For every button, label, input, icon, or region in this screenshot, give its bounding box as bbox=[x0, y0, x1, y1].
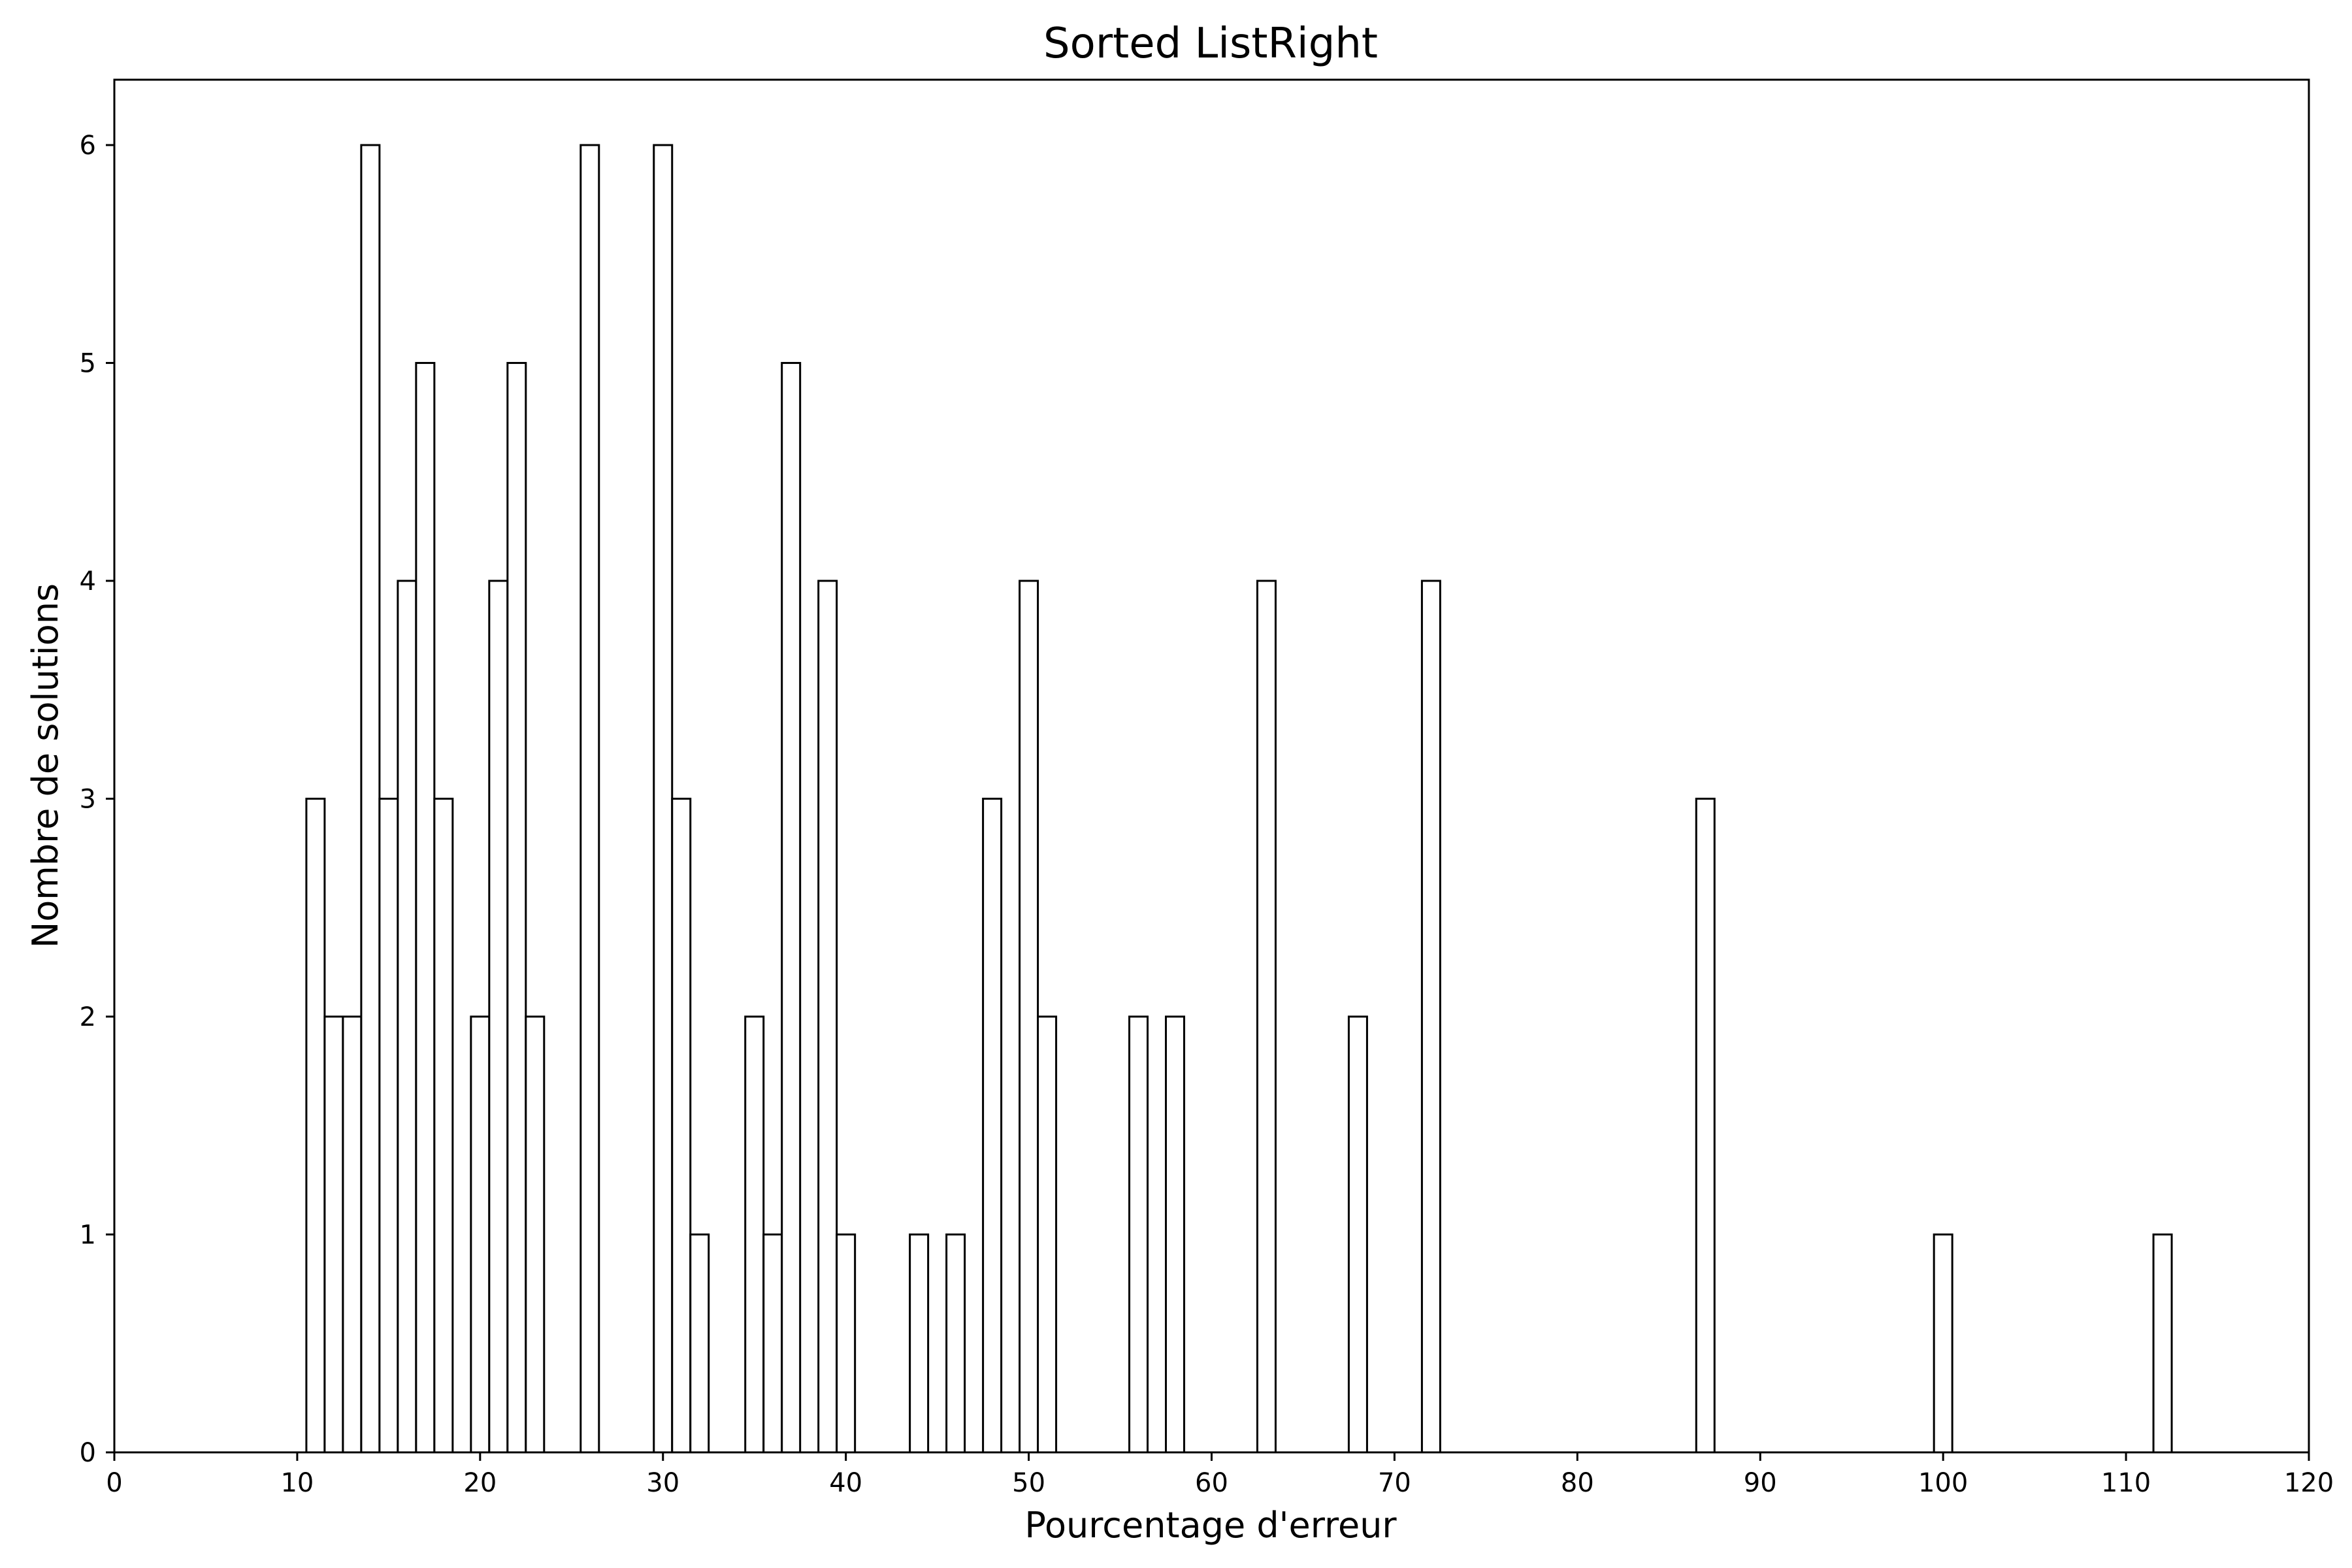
histogram-bar bbox=[397, 580, 417, 1454]
histogram-bar bbox=[470, 1015, 491, 1454]
histogram-bar bbox=[653, 144, 674, 1454]
histogram-bar bbox=[671, 798, 692, 1454]
histogram-bar bbox=[817, 580, 838, 1454]
x-tick-label: 20 bbox=[463, 1468, 497, 1498]
x-tick-label: 120 bbox=[2284, 1468, 2334, 1498]
chart-title: Sorted ListRight bbox=[1043, 20, 1378, 68]
histogram-bar bbox=[1128, 1015, 1149, 1454]
histogram-bar bbox=[488, 580, 509, 1454]
histogram-bar bbox=[342, 1015, 363, 1454]
histogram-bar bbox=[305, 798, 326, 1454]
histogram-bar bbox=[909, 1233, 930, 1454]
histogram-bar bbox=[1019, 580, 1039, 1454]
histogram-bar bbox=[415, 362, 436, 1454]
histogram-bar bbox=[525, 1015, 546, 1454]
histogram-bar bbox=[781, 362, 802, 1454]
histogram-bar bbox=[1256, 580, 1277, 1454]
y-tick-label: 1 bbox=[80, 1220, 96, 1250]
x-tick-label: 80 bbox=[1561, 1468, 1594, 1498]
histogram-bar bbox=[580, 144, 600, 1454]
y-tick-label: 0 bbox=[80, 1438, 96, 1468]
y-tick-label: 6 bbox=[80, 131, 96, 161]
x-tick-label: 0 bbox=[106, 1468, 122, 1498]
histogram-bar bbox=[945, 1233, 966, 1454]
histogram-bar bbox=[433, 798, 454, 1454]
histogram-bar bbox=[1420, 580, 1441, 1454]
histogram-bar bbox=[744, 1015, 765, 1454]
x-tick-label: 50 bbox=[1012, 1468, 1045, 1498]
x-axis-title: Pourcentage d'erreur bbox=[1024, 1505, 1397, 1546]
y-tick-label: 2 bbox=[80, 1002, 96, 1032]
y-tick-label: 5 bbox=[80, 349, 96, 379]
histogram-bar bbox=[1933, 1233, 1953, 1454]
y-tick-label: 3 bbox=[80, 785, 96, 815]
y-tick-label: 4 bbox=[80, 566, 96, 596]
x-tick-label: 10 bbox=[280, 1468, 314, 1498]
x-tick-label: 70 bbox=[1378, 1468, 1411, 1498]
x-tick-label: 60 bbox=[1195, 1468, 1228, 1498]
histogram-bar bbox=[689, 1233, 710, 1454]
histogram-bar bbox=[1165, 1015, 1186, 1454]
histogram-bar bbox=[836, 1233, 857, 1454]
x-tick-label: 100 bbox=[1918, 1468, 1968, 1498]
x-tick-label: 30 bbox=[646, 1468, 679, 1498]
histogram-bar bbox=[2152, 1233, 2173, 1454]
x-axis-ticks: 0 10 20 30 40 50 60 70 80 90 100 110 120 bbox=[106, 1452, 2334, 1498]
histogram-bar bbox=[323, 1015, 344, 1454]
y-axis-ticks: 0 1 2 3 4 5 6 bbox=[80, 131, 114, 1468]
x-tick-label: 110 bbox=[2101, 1468, 2151, 1498]
bars-layer bbox=[305, 144, 2173, 1454]
histogram-bar bbox=[1347, 1015, 1368, 1454]
y-axis-title: Nombre de solutions bbox=[25, 583, 66, 948]
histogram-bar bbox=[360, 144, 381, 1454]
x-tick-label: 40 bbox=[829, 1468, 862, 1498]
histogram-bar bbox=[1695, 798, 1716, 1454]
histogram-bar bbox=[762, 1233, 783, 1454]
histogram-bar bbox=[506, 362, 527, 1454]
histogram-bar bbox=[378, 798, 399, 1454]
histogram-bar bbox=[982, 798, 1003, 1454]
x-tick-label: 90 bbox=[1744, 1468, 1777, 1498]
histogram-bar bbox=[1037, 1015, 1058, 1454]
